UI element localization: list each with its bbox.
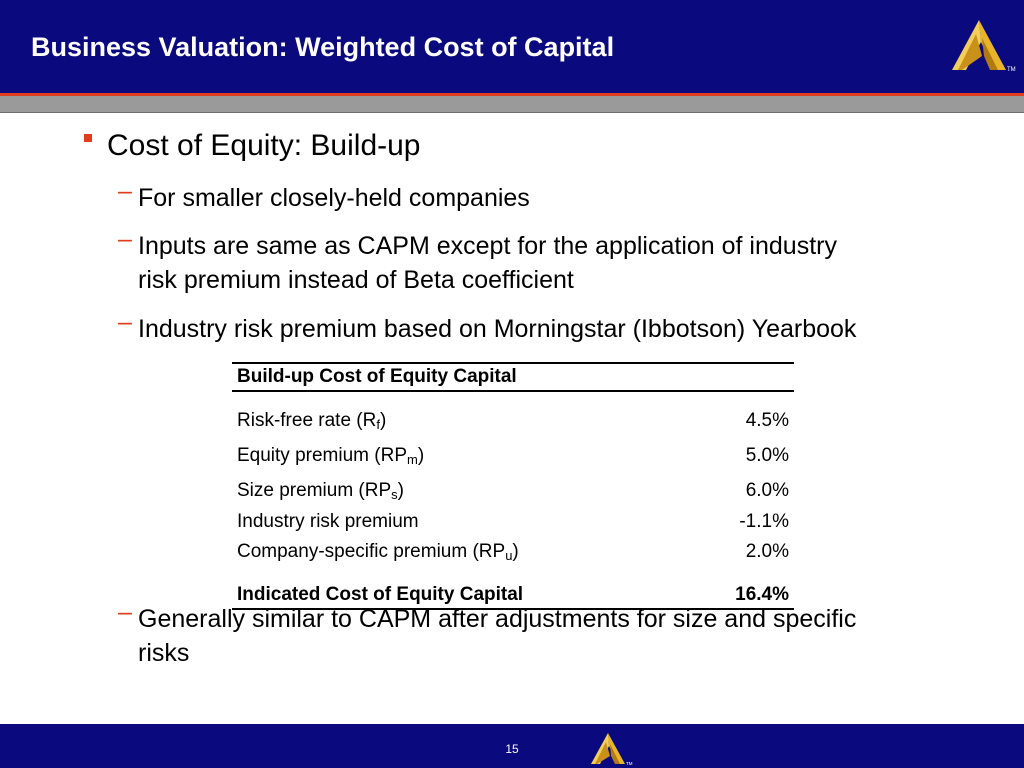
sub-bullet-text: For smaller closely-held companies <box>138 184 530 212</box>
slide-header: Business Valuation: Weighted Cost of Cap… <box>0 0 1024 93</box>
sub-bullet-text: Generally similar to CAPM after adjustme… <box>138 605 857 633</box>
dash-bullet-icon: – <box>118 177 132 205</box>
sub-bullet-text-continued: risks <box>138 639 190 667</box>
sub-bullet-text: Industry risk premium based on Morningst… <box>138 315 857 343</box>
table-title: Build-up Cost of Equity Capital <box>237 366 517 387</box>
row-value: -1.1% <box>739 511 789 532</box>
dash-bullet-icon: – <box>118 225 132 253</box>
total-label: Indicated Cost of Equity Capital <box>237 584 524 605</box>
page-number: 15 <box>505 742 519 756</box>
row-label: Equity premium (RPm) <box>237 445 425 467</box>
dash-bullet-icon: – <box>118 308 132 336</box>
peak-logo-icon: TM <box>952 20 1016 73</box>
peak-logo-icon: TM <box>591 733 633 766</box>
table-top-rule <box>232 362 794 364</box>
row-label: Risk-free rate (Rf) <box>237 410 387 432</box>
row-value: 2.0% <box>745 541 789 562</box>
row-label: Industry risk premium <box>237 511 419 532</box>
footer-logo-trademark: TM <box>626 761 633 766</box>
slide-title: Business Valuation: Weighted Cost of Cap… <box>31 32 615 62</box>
row-label: Company-specific premium (RPu) <box>237 541 519 563</box>
header-gray-band <box>0 96 1024 112</box>
table-bottom-rule <box>232 608 794 610</box>
sub-bullet-text-continued: risk premium instead of Beta coefficient <box>138 266 574 294</box>
header-accent-line <box>0 93 1024 96</box>
logo-trademark: TM <box>1007 67 1016 73</box>
row-value: 5.0% <box>745 445 789 466</box>
slide-footer: 15 TM <box>0 724 1024 768</box>
header-divider <box>0 112 1024 113</box>
table-header-rule <box>232 390 794 392</box>
row-label: Size premium (RPs) <box>237 480 404 502</box>
bullet-text: Cost of Equity: Build-up <box>107 129 421 162</box>
total-value: 16.4% <box>735 584 789 605</box>
dash-bullet-icon: – <box>118 598 132 626</box>
row-value: 6.0% <box>745 480 789 501</box>
row-value: 4.5% <box>745 410 789 431</box>
square-bullet-icon <box>84 134 92 142</box>
sub-bullet-text: Inputs are same as CAPM except for the a… <box>138 232 837 260</box>
